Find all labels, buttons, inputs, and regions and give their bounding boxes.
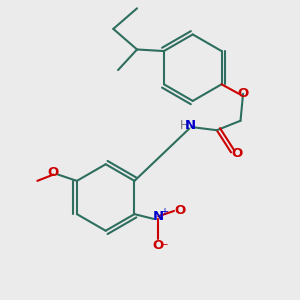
Text: O: O: [48, 167, 59, 179]
Text: O: O: [237, 87, 249, 100]
Text: N: N: [153, 210, 164, 223]
Text: O: O: [174, 204, 185, 218]
Text: O: O: [231, 148, 242, 160]
Text: H: H: [180, 119, 189, 132]
Text: O: O: [153, 238, 164, 252]
Text: +: +: [160, 207, 168, 217]
Text: N: N: [184, 119, 195, 132]
Text: −: −: [160, 240, 169, 250]
